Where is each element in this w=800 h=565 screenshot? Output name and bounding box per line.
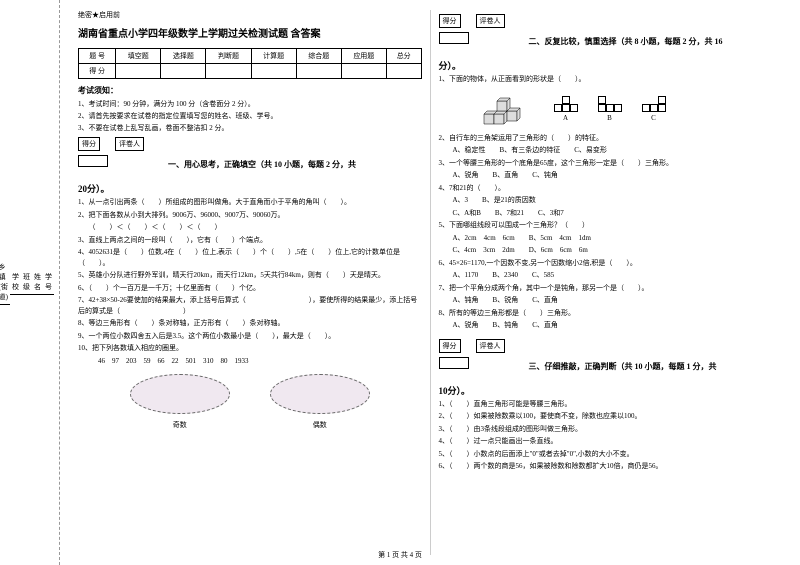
th-comp: 综合题 [296,49,341,64]
q3-5: 5、（ ）小数点的后面添上"0"或者去掉"0",小数的大小不变。 [439,449,783,460]
score-box3: 得分 [439,339,461,353]
q1-9: 9、一个两位小数四舍五入后是3.5。这个两位小数最小是（ ），最大是（ ）。 [78,331,422,342]
q2-8o: A、锐角 B、钝角 C、直角 [439,320,783,331]
q1-2b: （ ）＜（ ）＜（ ）＜（ ） [78,222,422,233]
notice-3: 3、不要在试卷上乱写乱画，卷面不整洁扣 2 分。 [78,124,422,134]
q1-6: 6、（ ）个一百万是一千万；十亿里面有（ ）个亿。 [78,283,422,294]
even-label: 偶数 [260,420,380,430]
q1-5: 5、英雄小分队进行野外军训，晴天行20km，雨天行12km，5天共行84km，则… [78,270,422,281]
q2-7o: A、钝角 B、锐角 C、直角 [439,295,783,306]
odd-ellipse [130,374,230,414]
row-score: 得 分 [79,64,116,79]
q2-4o: A、3 B、是21的质因数 [439,195,783,206]
score-table: 题 号 填空题 选择题 判断题 计算题 综合题 应用题 总分 得 分 [78,48,422,79]
q3-3: 3、（ ）由3条线段组成的图形叫做三角形。 [439,424,783,435]
page-footer: 第 1 页 共 4 页 [0,550,800,560]
section2-points: 分）。 [439,59,783,72]
q1-10: 10、把下列各数填入相应的圈里。 [78,343,422,354]
ellipse-area: 奇数 偶数 [78,370,422,430]
binding-margin: 学号 姓名 班级 学校 乡镇(街道) [0,0,60,565]
secret-label: 绝密★启用前 [78,10,422,20]
option-a: A [554,96,578,122]
q2-1: 1、下面的物体，从正面看到的形状是（ ）。 [439,74,783,85]
q3-1: 1、（ ）直角三角形可能是等腰三角形。 [439,399,783,410]
q3-6: 6、（ ）两个数的商是56，如果被除数和除数都扩大10倍，商仍是56。 [439,461,783,472]
q1-4: 4、4052631是（ ）位数,4在（ ）位上,表示（ ）个（ ）,5在（ ）位… [78,247,422,268]
score-box: 得分 [78,137,100,151]
section1-header: 得分 评卷人 [78,137,422,151]
q1-2: 2、把下面各数从小到大排列。9006万、96000、9007万、90060万。 [78,210,422,221]
th-choice: 选择题 [161,49,206,64]
q1-7: 7、42+38×50-26要使加的结果最大，添上括号后算式（ ），要使所得的结果… [78,295,422,316]
q2-4: 4、7和21的（ ）。 [439,183,783,194]
q2-4o2: C、A和B B、7和21 C、3和7 [439,208,783,219]
q1-8: 8、等边三角形有（ ）条对称轴，正方形有（ ）条对称轴。 [78,318,422,329]
margin-label-id: 学号 [43,270,54,295]
q1-1: 1、从一点引出两条（ ）所组成的图形叫做角。大于直角而小于平角的角叫（ ）。 [78,197,422,208]
margin-label-school: 学校 [10,270,21,295]
q2-8: 8、所有的等边三角形都是（ ）三角形。 [439,308,783,319]
th-calc: 计算题 [251,49,296,64]
notice-2: 2、请首先按要求在试卷的指定位置填写您的姓名、班级、学号。 [78,112,422,122]
even-ellipse [270,374,370,414]
q1-numbers: 46 97 203 59 66 22 501 310 80 1933 [98,356,422,367]
exam-title: 湖南省重点小学四年级数学上学期过关检测试题 含答案 [78,25,422,40]
left-column: 绝密★启用前 湖南省重点小学四年级数学上学期过关检测试题 含答案 题 号 填空题… [70,10,431,555]
margin-label-name: 姓名 [32,270,43,295]
odd-label: 奇数 [120,420,240,430]
q3-4: 4、（ ）过一点只能画出一条直线。 [439,436,783,447]
th-app: 应用题 [341,49,386,64]
q2-5o: A、2cm 4cm 6cm B、5cm 4cm 1dm [439,233,783,244]
section1-points: 20分）。 [78,182,422,195]
right-column: 得分 评卷人 二、反复比较，慎重选择（共 8 小题，每题 2 分，共 16 分）… [431,10,791,555]
margin-label-class: 班级 [21,270,32,295]
cube-diagram [479,89,534,129]
notice-1: 1、考试时间：90 分钟，满分为 100 分（含卷面分 2 分）。 [78,100,422,110]
q2-3o: A、锐角 B、直角 C、钝角 [439,170,783,181]
q1-3: 3、直线上两点之间的一段叫（ ），它有（ ）个端点。 [78,235,422,246]
section3-title: 三、仔细推敲，正确判断（共 10 小题，每题 1 分，共 [529,361,717,372]
q2-6o: A、1170 B、2340 C、585 [439,270,783,281]
q3-2: 2、（ ）如果被除数乘以100，要使商不变，除数也应乘以100。 [439,411,783,422]
q2-5o2: C、4cm 3cm 2dm D、6cm 6cm 6m [439,245,783,256]
th-judge: 判断题 [206,49,251,64]
grader-box3: 评卷人 [476,339,505,353]
margin-label-town: 乡镇(街道) [0,260,10,305]
section2-header: 得分 评卷人 [439,14,783,28]
th-num: 题 号 [79,49,116,64]
shapes-row: A B C [479,89,783,129]
notice-title: 考试须知： [78,85,422,96]
q2-2o: A、稳定性 B、有三条边的特征 C、易变形 [439,145,783,156]
q2-2: 2、自行车的三角架运用了三角形的（ ）的特征。 [439,133,783,144]
score-blank2 [439,32,469,44]
th-total: 总分 [386,49,421,64]
q2-6: 6、45×26=1170,一个因数不变,另一个因数缩小2倍,积是（ ）。 [439,258,783,269]
section1-title: 一、用心思考，正确填空（共 10 小题，每题 2 分，共 [168,159,356,170]
grader-box2: 评卷人 [476,14,505,28]
q2-7: 7、把一个平角分成两个角，其中一个是钝角，那另一个是（ ）。 [439,283,783,294]
section3-points: 10分）。 [439,384,783,397]
section2-title: 二、反复比较，慎重选择（共 8 小题，每题 2 分，共 16 [529,36,723,47]
score-box2: 得分 [439,14,461,28]
score-blank3 [439,357,469,369]
grader-box: 评卷人 [115,137,144,151]
q2-3: 3、一个等腰三角形的一个底角是65度，这个三角形一定是（ ）三角形。 [439,158,783,169]
q2-5: 5、下面哪组线段可以围成一个三角形？（ ） [439,220,783,231]
section3-header: 得分 评卷人 [439,339,783,353]
th-fill: 填空题 [116,49,161,64]
option-c: C [642,96,666,122]
option-b: B [598,96,622,122]
score-blank [78,155,108,167]
